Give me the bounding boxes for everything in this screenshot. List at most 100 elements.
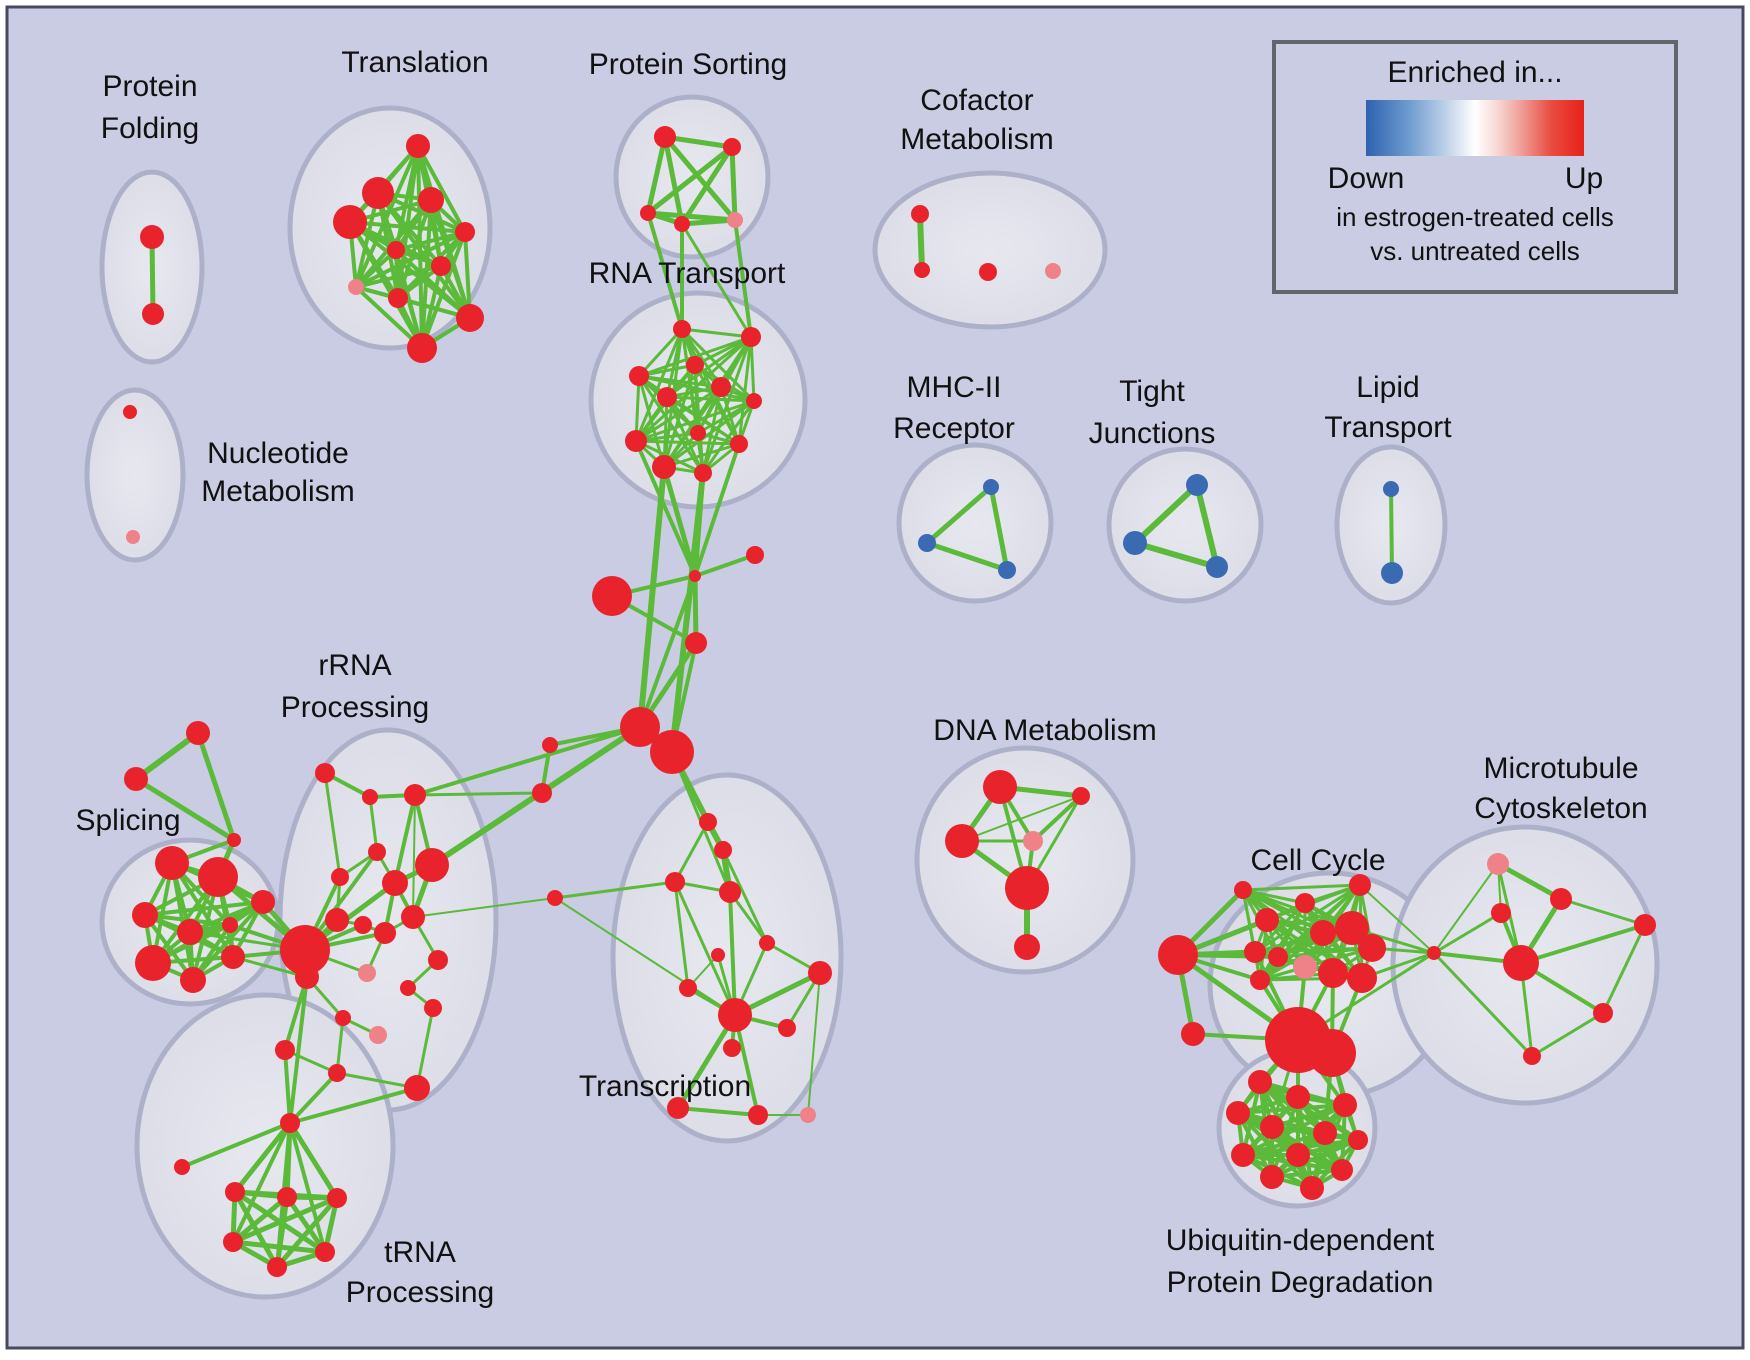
node-tx4[interactable] <box>711 948 725 962</box>
node-sp5[interactable] <box>135 945 171 981</box>
node-rt11[interactable] <box>694 464 712 482</box>
node-mt0[interactable] <box>1487 853 1509 875</box>
node-tx8[interactable] <box>718 998 752 1032</box>
node-rt4[interactable] <box>711 377 731 397</box>
node-cc1[interactable] <box>1234 881 1252 899</box>
node-cf1[interactable] <box>914 262 930 278</box>
node-rt1[interactable] <box>741 327 761 347</box>
node-tx9[interactable] <box>778 1019 796 1037</box>
node-tn2[interactable] <box>327 1188 347 1208</box>
node-rr14[interactable] <box>424 999 442 1017</box>
node-dn1[interactable] <box>1072 787 1090 805</box>
node-th0[interactable] <box>280 1113 300 1133</box>
node-dn5[interactable] <box>1014 934 1040 960</box>
node-tx5[interactable] <box>759 935 775 951</box>
node-ch2[interactable] <box>592 576 632 616</box>
node-sp8[interactable] <box>251 890 275 914</box>
node-tn4[interactable] <box>315 1242 335 1262</box>
node-pf1[interactable] <box>142 303 164 325</box>
node-rr2[interactable] <box>404 784 426 806</box>
node-cc3[interactable] <box>1255 908 1279 932</box>
node-tn5[interactable] <box>267 1257 287 1277</box>
node-mt6[interactable] <box>1523 1047 1541 1065</box>
node-tj0[interactable] <box>1186 474 1208 496</box>
node-sp1[interactable] <box>198 857 238 897</box>
node-mt4[interactable] <box>1634 914 1656 936</box>
node-rr5[interactable] <box>382 870 408 896</box>
node-ub6[interactable] <box>1348 1130 1368 1150</box>
node-st0[interactable] <box>186 721 210 745</box>
node-sp2[interactable] <box>132 902 158 928</box>
node-rr16[interactable] <box>335 1010 351 1026</box>
node-cc2[interactable] <box>1295 893 1315 913</box>
node-ub7[interactable] <box>1231 1143 1255 1167</box>
node-rt5[interactable] <box>657 387 677 407</box>
node-mt1[interactable] <box>1550 888 1572 910</box>
node-dn2[interactable] <box>945 824 979 858</box>
node-tj1[interactable] <box>1123 531 1147 555</box>
node-lf0[interactable] <box>542 737 558 753</box>
node-rr7[interactable] <box>325 908 349 932</box>
node-dn3[interactable] <box>1023 831 1043 851</box>
node-dn0[interactable] <box>983 770 1017 804</box>
node-rr1[interactable] <box>362 789 378 805</box>
node-rr0[interactable] <box>315 763 335 783</box>
node-tx11[interactable] <box>667 1097 689 1119</box>
node-tx1[interactable] <box>714 841 732 859</box>
node-ub5[interactable] <box>1313 1121 1337 1145</box>
node-hb0[interactable] <box>280 925 330 975</box>
node-rt7[interactable] <box>690 425 706 441</box>
node-cc8[interactable] <box>1268 947 1288 967</box>
node-tl0[interactable] <box>406 134 430 158</box>
node-rr11[interactable] <box>428 950 448 970</box>
node-rr8[interactable] <box>354 916 372 934</box>
node-sp3[interactable] <box>177 919 203 945</box>
node-ps4[interactable] <box>727 212 743 228</box>
node-lf1[interactable] <box>532 783 552 803</box>
node-cc16[interactable] <box>1349 874 1371 896</box>
node-rt0[interactable] <box>673 320 691 338</box>
node-tx6[interactable] <box>679 979 697 997</box>
node-ub8[interactable] <box>1286 1143 1310 1167</box>
node-rr12[interactable] <box>358 964 376 982</box>
node-ub9[interactable] <box>1331 1159 1353 1181</box>
node-mh1[interactable] <box>918 534 936 552</box>
node-cf0[interactable] <box>911 205 929 223</box>
node-rt2[interactable] <box>686 356 704 374</box>
node-mt3[interactable] <box>1503 945 1539 981</box>
node-st1[interactable] <box>124 767 148 791</box>
node-lf2[interactable] <box>547 890 563 906</box>
node-ub11[interactable] <box>1300 1176 1324 1200</box>
node-ps0[interactable] <box>654 126 676 148</box>
node-ch0[interactable] <box>689 570 701 582</box>
node-mt5[interactable] <box>1593 1003 1613 1023</box>
node-cc11[interactable] <box>1347 963 1377 993</box>
node-rr3[interactable] <box>368 843 386 861</box>
node-tx0[interactable] <box>699 813 717 831</box>
node-mh0[interactable] <box>983 479 999 495</box>
node-tl1[interactable] <box>362 177 394 209</box>
node-ch1[interactable] <box>746 546 764 564</box>
node-cc6[interactable] <box>1358 934 1386 962</box>
node-ub2[interactable] <box>1226 1101 1250 1125</box>
node-mh2[interactable] <box>998 561 1016 579</box>
node-rt10[interactable] <box>652 455 676 479</box>
node-hb1[interactable] <box>295 965 319 989</box>
node-tl5[interactable] <box>387 241 405 259</box>
node-cc12[interactable] <box>1250 970 1270 990</box>
node-tl4[interactable] <box>455 222 475 242</box>
node-cf2[interactable] <box>979 263 997 281</box>
node-rr6[interactable] <box>415 848 449 882</box>
node-cc5[interactable] <box>1335 911 1369 945</box>
node-pf0[interactable] <box>140 225 164 249</box>
node-tx10[interactable] <box>723 1039 741 1057</box>
node-tx13[interactable] <box>800 1107 816 1123</box>
node-rr13[interactable] <box>400 980 416 996</box>
node-hub1[interactable] <box>650 730 694 774</box>
node-tn1[interactable] <box>277 1187 297 1207</box>
node-tn0[interactable] <box>225 1182 245 1202</box>
node-hub0[interactable] <box>620 707 660 747</box>
node-ti0[interactable] <box>174 1159 190 1175</box>
node-lp0[interactable] <box>1383 481 1399 497</box>
node-ub10[interactable] <box>1260 1165 1284 1189</box>
